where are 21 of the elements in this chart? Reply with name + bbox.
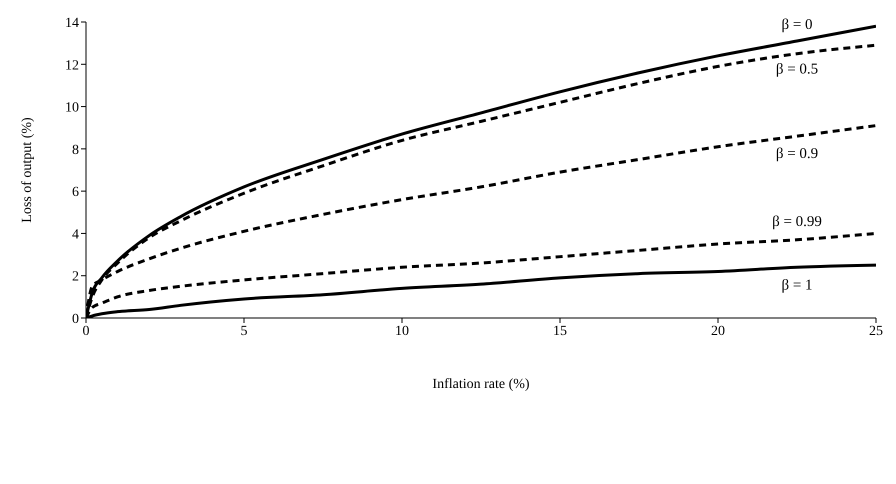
y-tick-label: 8 [72, 142, 79, 158]
y-tick-label: 6 [72, 185, 79, 200]
y-axis-title: Loss of output (%) [20, 116, 35, 223]
series-label: β = 0.99 [772, 214, 822, 230]
y-tick-label: 14 [65, 16, 79, 31]
series-label: β = 0.9 [776, 146, 818, 162]
x-axis-title: Inflation rate (%) [432, 377, 530, 392]
series-label: β = 1 [781, 277, 813, 294]
x-tick-label: 20 [711, 324, 725, 339]
x-tick-label: 0 [82, 324, 90, 339]
x-tick-label: 25 [869, 324, 883, 339]
x-tick-label: 15 [553, 324, 567, 339]
series-label: β = 0.5 [776, 62, 818, 78]
y-tick-label: 4 [72, 227, 79, 242]
y-tick-label: 12 [65, 58, 79, 74]
y-tick-label: 0 [72, 312, 79, 327]
y-tick-label: 10 [65, 100, 79, 116]
series-label: β = 0 [781, 17, 813, 34]
x-tick-label: 10 [395, 324, 409, 339]
y-tick-label: 2 [72, 270, 79, 285]
x-tick-label: 5 [240, 324, 248, 339]
